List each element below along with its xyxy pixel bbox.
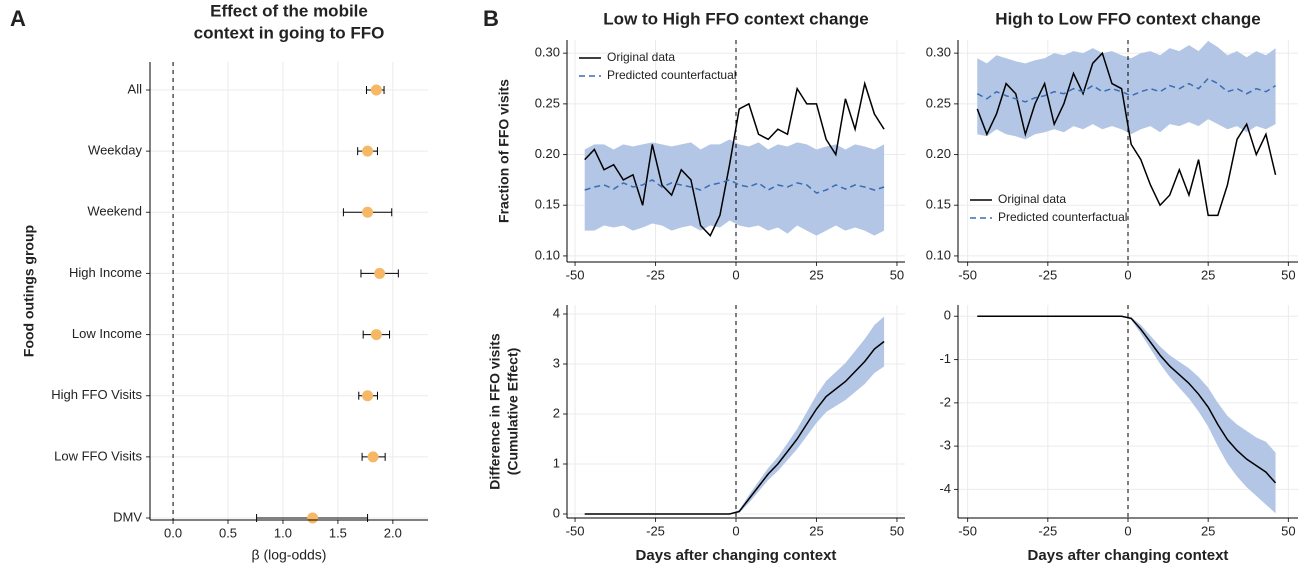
x-axis-label: Days after changing context [1028,547,1229,564]
y-tick-label: 0.25 [926,95,951,110]
x-tick-label: -50 [958,523,977,538]
y-tick-label: 0.25 [535,95,560,110]
chart-title: context in going to FFO [194,23,385,42]
x-tick-label: -50 [958,267,977,282]
y-tick-label: 2 [553,405,560,420]
chart-title: High to Low FFO context change [995,9,1260,28]
y-tick-label: -3 [939,438,951,453]
y-tick-label: 0.20 [535,146,560,161]
y-tick-label: 0.30 [535,45,560,60]
series-line [977,315,1277,484]
series-line [976,77,1276,103]
y-tick-label: 0.10 [926,247,951,262]
legend-label: Original data [998,192,1066,206]
y-axis-label: Difference in FFO visits [487,333,503,490]
y-tick-label: Weekday [88,143,142,158]
x-tick-label: 25 [809,523,823,538]
confidence-band [584,316,885,514]
x-axis-label: β (log-odds) [252,547,327,563]
y-axis-label: Food outings group [21,225,37,357]
x-tick-label: 2.0 [384,525,402,540]
y-tick-label: Low FFO Visits [54,448,142,463]
x-tick-label: 25 [809,267,823,282]
y-tick-label: 0 [944,308,951,323]
y-tick-label: 0.15 [926,197,951,212]
x-tick-label: 1.0 [274,525,292,540]
y-tick-label: Low Income [72,326,142,341]
x-tick-label: 50 [890,523,904,538]
y-axis-label: (Cumulative Effect) [505,348,521,476]
series-line [976,51,1277,217]
point [362,206,374,218]
x-tick-label: 50 [1281,267,1295,282]
x-tick-label: 25 [1201,267,1215,282]
y-tick-label: -2 [939,394,951,409]
point [370,329,382,341]
y-tick-label: High FFO Visits [51,387,142,402]
x-tick-label: -25 [646,267,665,282]
panel-label: B [483,6,499,31]
x-tick-label: 0.0 [164,525,182,540]
point [362,390,374,402]
x-tick-label: 50 [890,267,904,282]
x-tick-label: -50 [566,267,585,282]
chart-title: Effect of the mobile [210,1,368,20]
y-tick-label: 1 [553,455,560,470]
y-axis-label: Fraction of FFO visits [496,79,512,223]
y-tick-label: -4 [939,481,951,496]
x-tick-label: -50 [566,523,585,538]
y-tick-label: 0.30 [926,45,951,60]
x-tick-label: 0 [1124,523,1131,538]
y-tick-label: 0.15 [535,197,560,212]
point [307,512,319,524]
y-tick-label: -1 [939,351,951,366]
point [370,84,382,96]
series-line [584,340,885,515]
x-tick-label: 0 [732,267,739,282]
y-tick-label: High Income [69,265,142,280]
point [362,145,374,157]
panel-label: A [10,6,26,31]
y-tick-label: 3 [553,355,560,370]
legend-label: Original data [607,50,675,64]
x-tick-label: -25 [1038,267,1057,282]
legend-label: Predicted counterfactual [607,68,736,82]
legend-label: Predicted counterfactual [998,210,1127,224]
x-tick-label: 25 [1201,523,1215,538]
chart-title: Low to High FFO context change [603,9,868,28]
x-tick-label: 50 [1281,523,1295,538]
x-axis-label: Days after changing context [636,547,837,564]
x-tick-label: 1.5 [329,525,347,540]
y-tick-label: 0.20 [926,146,951,161]
y-tick-label: Weekend [87,204,142,219]
x-tick-label: -25 [1038,523,1057,538]
point [367,451,379,463]
point [374,267,386,279]
series-line [584,179,885,194]
x-tick-label: -25 [646,523,665,538]
x-tick-label: 0 [732,523,739,538]
confidence-band [977,316,1276,514]
y-tick-label: 0 [553,505,560,520]
series-line [584,80,885,237]
y-tick-label: DMV [113,509,142,524]
y-tick-label: All [128,81,143,96]
x-tick-label: 0.5 [219,525,237,540]
y-tick-label: 0.10 [535,247,560,262]
y-tick-label: 4 [553,305,560,320]
x-tick-label: 0 [1124,267,1131,282]
confidence-band [584,139,885,236]
